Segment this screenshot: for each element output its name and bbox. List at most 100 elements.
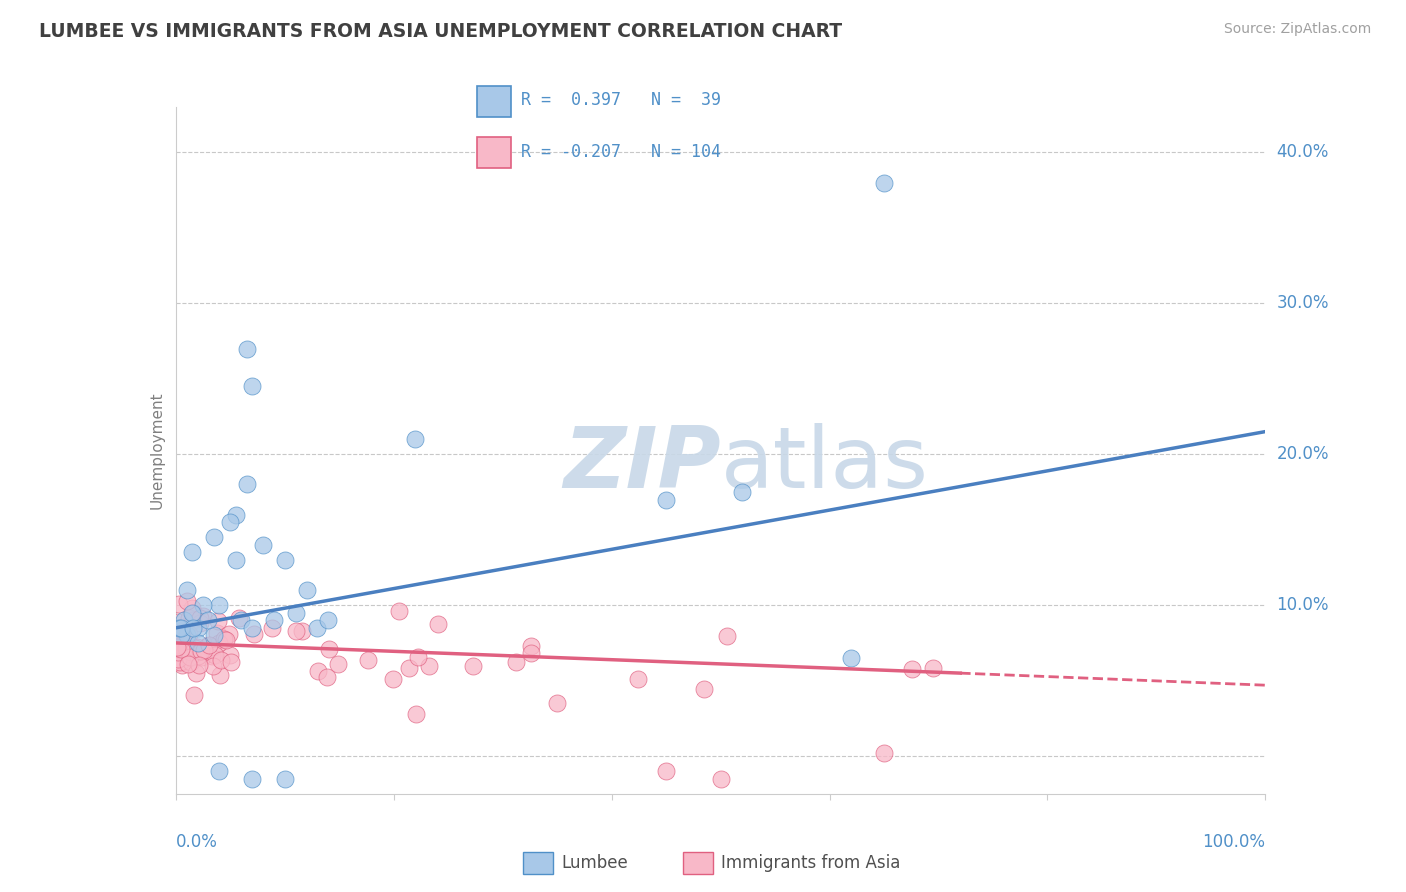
Point bbox=[169, 633, 191, 648]
Point bbox=[166, 645, 188, 659]
Point bbox=[225, 553, 247, 567]
Point bbox=[427, 617, 450, 632]
Text: Immigrants from Asia: Immigrants from Asia bbox=[721, 854, 901, 872]
Point bbox=[731, 485, 754, 500]
Point bbox=[188, 644, 211, 658]
Point bbox=[167, 597, 190, 611]
Point bbox=[167, 615, 190, 629]
Point bbox=[176, 628, 198, 642]
Text: 10.0%: 10.0% bbox=[1277, 596, 1329, 615]
Point bbox=[235, 477, 257, 491]
Point bbox=[263, 613, 285, 627]
Point bbox=[181, 607, 204, 621]
Point bbox=[173, 613, 195, 627]
Point bbox=[177, 657, 200, 671]
Point bbox=[166, 627, 188, 641]
Text: 20.0%: 20.0% bbox=[1277, 445, 1329, 463]
Point bbox=[406, 650, 429, 665]
Point bbox=[716, 629, 738, 643]
Text: 40.0%: 40.0% bbox=[1277, 144, 1329, 161]
Bar bbox=[478, 87, 512, 117]
Point bbox=[172, 627, 194, 641]
Point bbox=[205, 626, 228, 640]
Point bbox=[170, 621, 193, 635]
Point bbox=[188, 615, 211, 630]
Point bbox=[181, 621, 204, 635]
Point bbox=[627, 672, 650, 686]
Point bbox=[219, 655, 242, 669]
Point bbox=[190, 649, 212, 664]
Point bbox=[173, 655, 195, 669]
Point bbox=[173, 640, 195, 654]
Point bbox=[228, 611, 250, 625]
Point bbox=[240, 772, 263, 786]
Point bbox=[215, 633, 238, 648]
Point bbox=[388, 604, 411, 618]
Point bbox=[219, 515, 242, 529]
Point bbox=[172, 658, 194, 673]
Text: atlas: atlas bbox=[721, 423, 928, 506]
Point bbox=[174, 648, 197, 662]
Text: 0.0%: 0.0% bbox=[176, 833, 218, 851]
Point bbox=[167, 651, 190, 665]
Point bbox=[181, 606, 204, 620]
Point bbox=[219, 648, 242, 662]
Text: Lumbee: Lumbee bbox=[561, 854, 627, 872]
Point bbox=[382, 672, 405, 686]
Point bbox=[184, 666, 207, 681]
Point bbox=[218, 627, 240, 641]
Point bbox=[166, 640, 188, 654]
Point bbox=[307, 664, 329, 678]
Point bbox=[202, 640, 225, 655]
Point bbox=[873, 176, 896, 190]
Point bbox=[183, 688, 205, 702]
Point bbox=[184, 641, 207, 656]
Point bbox=[242, 626, 264, 640]
Point bbox=[181, 601, 204, 615]
Point bbox=[166, 638, 188, 652]
Text: 100.0%: 100.0% bbox=[1202, 833, 1265, 851]
Point bbox=[166, 655, 188, 669]
Point bbox=[176, 583, 198, 598]
Point bbox=[166, 634, 188, 648]
Point bbox=[186, 636, 209, 650]
Point bbox=[180, 645, 202, 659]
Point bbox=[207, 615, 229, 629]
Point bbox=[181, 545, 204, 559]
Point bbox=[177, 627, 200, 641]
Point bbox=[710, 772, 733, 786]
Point bbox=[181, 613, 204, 627]
Point bbox=[169, 643, 191, 657]
Point bbox=[318, 613, 340, 627]
Point bbox=[187, 643, 209, 657]
Point bbox=[291, 624, 314, 638]
Point bbox=[170, 623, 193, 637]
Bar bbox=[478, 137, 512, 168]
Point bbox=[315, 670, 337, 684]
Text: Source: ZipAtlas.com: Source: ZipAtlas.com bbox=[1223, 22, 1371, 37]
Point bbox=[195, 639, 218, 653]
Point bbox=[209, 653, 232, 667]
Point bbox=[173, 635, 195, 649]
Point bbox=[202, 658, 225, 673]
Text: R =  0.397   N =  39: R = 0.397 N = 39 bbox=[522, 92, 721, 110]
Point bbox=[252, 538, 274, 552]
Point bbox=[208, 636, 231, 650]
Point bbox=[208, 598, 231, 612]
Point bbox=[235, 342, 257, 356]
Point bbox=[170, 627, 193, 641]
Bar bbox=[523, 852, 553, 874]
Point bbox=[307, 621, 329, 635]
Point bbox=[190, 611, 212, 625]
Point bbox=[318, 641, 340, 656]
Text: 30.0%: 30.0% bbox=[1277, 294, 1329, 312]
Point bbox=[202, 628, 225, 642]
Point bbox=[170, 641, 193, 656]
Point bbox=[179, 615, 201, 630]
Point bbox=[357, 652, 380, 666]
Point bbox=[176, 640, 198, 655]
Text: R = -0.207   N = 104: R = -0.207 N = 104 bbox=[522, 143, 721, 161]
Point bbox=[284, 606, 307, 620]
Point bbox=[231, 613, 253, 627]
Point bbox=[873, 746, 896, 760]
